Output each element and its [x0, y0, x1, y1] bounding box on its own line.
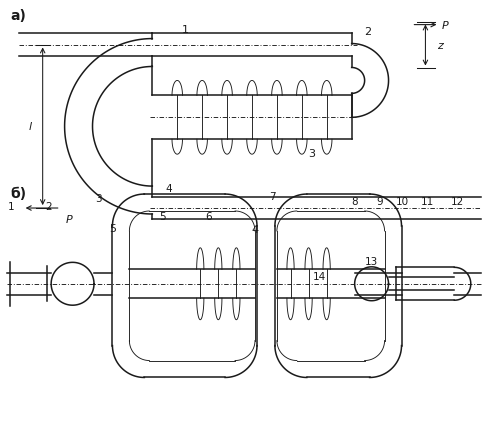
Text: 10: 10 [396, 196, 409, 207]
Text: 1: 1 [8, 201, 14, 212]
Text: 2: 2 [46, 201, 52, 212]
Text: 5: 5 [109, 223, 116, 233]
Text: 2: 2 [364, 26, 371, 37]
Text: 12: 12 [450, 196, 464, 207]
Text: 14: 14 [313, 271, 326, 281]
Text: P: P [66, 215, 72, 225]
Text: б): б) [11, 187, 27, 201]
Text: l: l [28, 122, 32, 132]
Text: а): а) [11, 9, 26, 23]
Text: 7: 7 [268, 192, 275, 201]
Text: 11: 11 [421, 196, 434, 207]
Text: 3: 3 [95, 193, 102, 204]
Text: 4: 4 [165, 184, 172, 194]
Text: 1: 1 [182, 25, 188, 35]
Text: 6: 6 [205, 211, 212, 222]
Text: 13: 13 [365, 256, 378, 266]
Text: 9: 9 [376, 196, 383, 207]
Text: P: P [442, 20, 448, 31]
Text: 8: 8 [352, 196, 358, 207]
Text: z: z [438, 41, 444, 51]
Text: 4: 4 [252, 225, 258, 234]
Text: 5: 5 [159, 211, 166, 222]
Text: 3: 3 [308, 149, 316, 159]
